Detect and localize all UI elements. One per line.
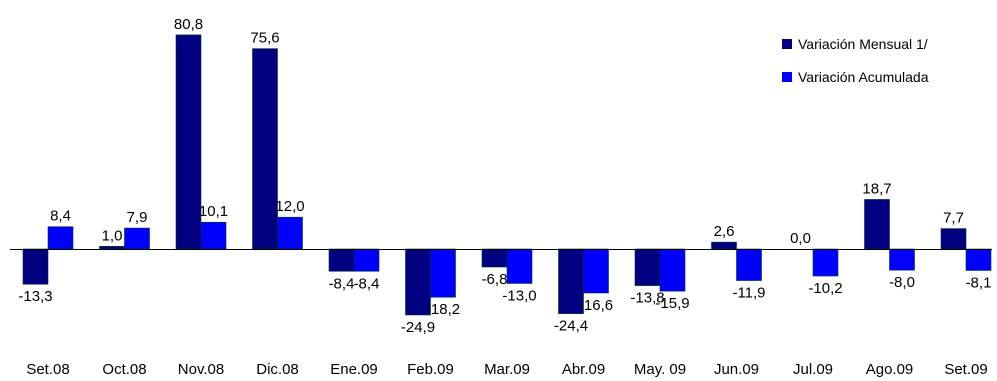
bar-mensual-ago-09 xyxy=(864,199,890,250)
x-tick-oct-08: Oct.08 xyxy=(102,361,146,378)
bar-acumulada-dic-08 xyxy=(277,216,303,250)
data-label-mensual-may-09: -13,8 xyxy=(630,290,664,307)
legend-swatch-mensual xyxy=(782,39,792,49)
x-tick-jul-09: Jul.09 xyxy=(793,361,833,378)
x-tick-abr-09: Abr.09 xyxy=(562,361,605,378)
x-tick-feb-09: Feb.09 xyxy=(407,361,454,378)
legend-label-mensual: Variación Mensual 1/ xyxy=(798,36,928,52)
legend: Variación Mensual 1/ Variación Acumulada xyxy=(782,36,929,85)
bar-acumulada-jul-09 xyxy=(812,248,839,277)
bar-mensual-nov-08 xyxy=(175,34,202,250)
bar-acumulada-jun-09 xyxy=(736,248,762,281)
x-tick-mar-09: Mar.09 xyxy=(484,361,530,378)
x-tick-dic-08: Dic.08 xyxy=(256,361,299,378)
data-label-acumulada-abr-09: -16,6 xyxy=(579,297,613,314)
data-label-acumulada-ene-09: -8,4 xyxy=(354,275,380,292)
data-label-mensual-ago-09: 18,7 xyxy=(862,180,891,197)
bar-acumulada-mar-09 xyxy=(506,248,533,284)
data-label-acumulada-set-08: 8,4 xyxy=(50,208,71,225)
x-tick-ene-09: Ene.09 xyxy=(330,361,378,378)
data-label-mensual-jul-09: 0,0 xyxy=(790,230,811,247)
x-tick-set-08: Set.08 xyxy=(26,361,69,378)
bar-acumulada-feb-09 xyxy=(430,248,456,298)
data-label-mensual-abr-09: -24,4 xyxy=(554,318,588,335)
data-label-acumulada-nov-08: 10,1 xyxy=(199,203,228,220)
bar-mensual-mar-09 xyxy=(481,248,508,268)
data-label-mensual-oct-08: 1,0 xyxy=(102,227,123,244)
bar-mensual-set-09 xyxy=(940,228,967,250)
data-label-acumulada-jun-09: -11,9 xyxy=(732,285,765,302)
bar-mensual-ene-09 xyxy=(328,248,355,272)
bar-mensual-dic-08 xyxy=(252,48,278,250)
data-label-mensual-set-08: -13,3 xyxy=(18,288,52,305)
legend-swatch-acumulada xyxy=(782,72,792,82)
bar-mensual-may-09 xyxy=(634,248,661,286)
bar-acumulada-may-09 xyxy=(659,248,686,292)
bar-mensual-oct-08 xyxy=(99,246,125,250)
data-label-mensual-ene-09: -8,4 xyxy=(329,275,355,292)
data-label-acumulada-ago-09: -8,0 xyxy=(889,274,915,291)
bar-acumulada-ene-09 xyxy=(353,248,380,272)
x-tick-ago-09: Ago.09 xyxy=(866,361,914,378)
data-label-acumulada-set-09: -8,1 xyxy=(966,274,992,291)
data-label-acumulada-oct-08: 7,9 xyxy=(127,209,148,226)
data-label-mensual-nov-08: 80,8 xyxy=(174,16,203,33)
bars-layer xyxy=(22,34,992,316)
bar-acumulada-oct-08 xyxy=(124,227,150,250)
bar-mensual-set-08 xyxy=(22,248,49,285)
data-label-mensual-dic-08: 75,6 xyxy=(250,30,279,47)
data-labels-layer: -13,3 8,4 1,07,9 80,8 10,1 75,6 12,0 -8,4 -8,4 -2… xyxy=(18,16,991,336)
bar-acumulada-abr-09 xyxy=(583,248,609,294)
x-tick-jun-09: Jun.09 xyxy=(714,361,759,378)
data-label-mensual-mar-09: -6,8 xyxy=(482,271,508,288)
x-tick-labels-layer: Set.08 Oct.08 Nov.08 Dic.08 Ene.09 Feb.09 Mar.… xyxy=(26,361,987,378)
bar-mensual-jun-09 xyxy=(711,241,737,250)
bar-acumulada-nov-08 xyxy=(200,221,227,250)
data-label-acumulada-jul-09: -10,2 xyxy=(808,280,842,297)
bar-acumulada-ago-09 xyxy=(889,248,915,271)
data-label-mensual-set-09: 7,7 xyxy=(943,210,964,227)
x-tick-set-09: Set.09 xyxy=(944,361,987,378)
bar-mensual-abr-09 xyxy=(558,248,584,314)
data-label-mensual-feb-09: -24,9 xyxy=(401,319,435,336)
legend-label-acumulada: Variación Acumulada xyxy=(798,69,929,85)
data-label-mensual-jun-09: 2,6 xyxy=(714,223,735,240)
data-label-acumulada-feb-09: -18,2 xyxy=(426,301,460,318)
bar-acumulada-set-09 xyxy=(965,248,992,271)
x-tick-nov-08: Nov.08 xyxy=(178,361,224,378)
data-label-acumulada-may-09: -15,9 xyxy=(655,295,689,312)
bar-acumulada-set-08 xyxy=(47,226,74,250)
x-tick-may-09: May. 09 xyxy=(634,361,686,378)
data-label-acumulada-dic-08: 12,0 xyxy=(275,198,304,215)
data-label-acumulada-mar-09: -13,0 xyxy=(502,287,536,304)
